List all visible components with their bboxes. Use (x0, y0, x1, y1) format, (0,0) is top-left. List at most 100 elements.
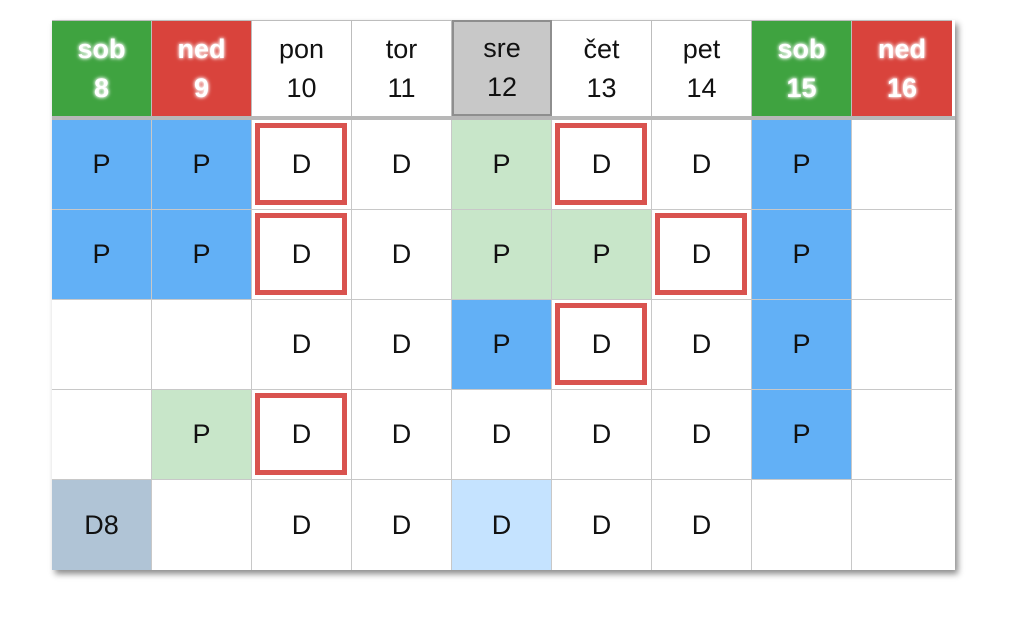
day-date: 15 (786, 72, 817, 103)
shift-cell[interactable]: D (552, 390, 652, 480)
shift-code: P (792, 329, 811, 359)
shift-cell[interactable]: D (552, 300, 652, 390)
shift-code: P (792, 239, 811, 269)
shift-code: D (291, 329, 312, 359)
shift-cell[interactable]: P (752, 210, 852, 300)
shift-code: D (691, 419, 712, 449)
shift-cell[interactable]: D (552, 120, 652, 210)
shift-cell[interactable]: D (252, 120, 352, 210)
shift-cell[interactable]: D (452, 390, 552, 480)
shift-code: P (192, 419, 211, 449)
day-header-14[interactable]: pet 14 (652, 20, 752, 116)
shift-code: D (491, 509, 512, 540)
day-date: 13 (586, 72, 617, 103)
shift-cell[interactable]: D8 (52, 480, 152, 570)
shift-code: D (291, 509, 312, 540)
shift-cell[interactable] (52, 300, 152, 390)
shift-cell[interactable]: D (252, 300, 352, 390)
day-header-12[interactable]: sre 12 (452, 20, 552, 116)
shift-cell[interactable] (852, 120, 952, 210)
day-header-8[interactable]: sob 8 (52, 20, 152, 116)
shift-code: P (492, 329, 511, 359)
schedule-header-row: sob 8 ned 9 pon 10 tor 11 sre 12 čet 13 pet 14 sob 15 ne… (52, 20, 955, 120)
schedule-body: P P D D P D D P P P D D P P D P D D P D D P P D D D D D P D8 D D D D D (52, 120, 955, 570)
shift-cell[interactable]: D (452, 480, 552, 570)
shift-code: D (691, 509, 712, 540)
shift-cell[interactable]: P (152, 120, 252, 210)
day-name: pet (682, 33, 721, 64)
shift-code: P (492, 239, 511, 269)
shift-code: P (92, 149, 111, 179)
shift-code: D (391, 509, 412, 540)
shift-code: D (591, 329, 612, 359)
shift-code: D (691, 149, 712, 179)
day-date: 16 (886, 72, 918, 103)
shift-code: D (391, 149, 412, 179)
shift-cell[interactable]: P (52, 210, 152, 300)
shift-cell[interactable]: P (452, 300, 552, 390)
shift-cell[interactable]: D (652, 480, 752, 570)
day-name: ned (877, 33, 926, 64)
shift-code: D (691, 239, 712, 269)
shift-cell[interactable]: D (352, 210, 452, 300)
shift-code: P (92, 239, 111, 269)
schedule-row: D8 D D D D D (52, 480, 955, 570)
shift-cell[interactable]: D (652, 300, 752, 390)
shift-cell[interactable]: D (352, 390, 452, 480)
shift-cell[interactable]: P (752, 300, 852, 390)
shift-cell[interactable]: P (152, 210, 252, 300)
shift-cell[interactable] (852, 300, 952, 390)
shift-cell[interactable] (852, 210, 952, 300)
day-date: 11 (387, 72, 416, 103)
day-header-15[interactable]: sob 15 (752, 20, 852, 116)
day-header-16[interactable]: ned 16 (852, 20, 952, 116)
shift-cell[interactable]: P (552, 210, 652, 300)
day-header-10[interactable]: pon 10 (252, 20, 352, 116)
shift-cell[interactable] (852, 390, 952, 480)
day-header-9[interactable]: ned 9 (152, 20, 252, 116)
shift-code: D (491, 419, 512, 449)
day-header-13[interactable]: čet 13 (552, 20, 652, 116)
shift-code: D8 (84, 509, 119, 540)
day-date: 14 (686, 72, 717, 103)
shift-code: P (492, 149, 511, 179)
day-name: ned (177, 33, 226, 64)
shift-cell[interactable]: P (452, 120, 552, 210)
shift-cell[interactable]: P (452, 210, 552, 300)
shift-cell[interactable]: D (552, 480, 652, 570)
shift-cell[interactable] (152, 480, 252, 570)
day-header-11[interactable]: tor 11 (352, 20, 452, 116)
day-name: tor (385, 33, 418, 64)
schedule-grid: sob 8 ned 9 pon 10 tor 11 sre 12 čet 13 pet 14 sob 15 ne… (52, 20, 955, 570)
day-date: 8 (93, 72, 110, 103)
shift-cell[interactable]: P (752, 390, 852, 480)
shift-code: D (391, 239, 412, 269)
day-name: pon (278, 33, 325, 64)
shift-code: P (792, 149, 811, 179)
shift-cell[interactable] (152, 300, 252, 390)
shift-cell[interactable]: D (652, 390, 752, 480)
shift-cell[interactable]: D (252, 210, 352, 300)
shift-cell[interactable]: D (352, 480, 452, 570)
shift-cell[interactable]: D (352, 120, 452, 210)
shift-cell[interactable]: P (52, 120, 152, 210)
shift-cell[interactable] (52, 390, 152, 480)
shift-code: D (291, 149, 312, 179)
day-date: 10 (286, 72, 317, 103)
shift-cell[interactable]: D (252, 480, 352, 570)
shift-cell[interactable]: D (252, 390, 352, 480)
shift-cell[interactable]: D (652, 120, 752, 210)
shift-cell[interactable] (752, 480, 852, 570)
shift-cell[interactable]: D (352, 300, 452, 390)
day-name: čet (583, 33, 620, 64)
shift-cell[interactable]: D (652, 210, 752, 300)
shift-cell[interactable]: P (152, 390, 252, 480)
shift-code: P (192, 149, 211, 179)
day-name: sob (77, 33, 126, 64)
shift-code: D (291, 239, 312, 269)
shift-cell[interactable]: P (752, 120, 852, 210)
shift-cell[interactable] (852, 480, 952, 570)
